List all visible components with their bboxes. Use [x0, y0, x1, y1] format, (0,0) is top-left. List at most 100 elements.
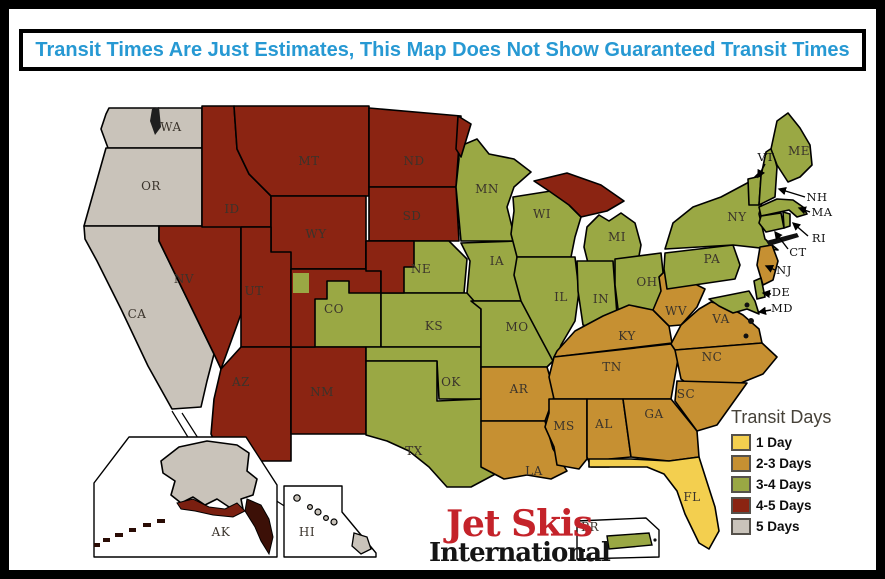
legend-swatch-3-4days [731, 476, 751, 493]
chesapeake-bay-dot [743, 333, 749, 339]
state-fl-shape [588, 456, 720, 550]
legend-label-1day: 1 Day [756, 435, 793, 450]
disclaimer-banner: Transit Times Are Just Estimates, This M… [19, 29, 866, 71]
legend-label-5days: 5 Days [756, 519, 800, 534]
state-shapes [83, 105, 813, 550]
state-label-ne: NE [411, 262, 431, 276]
de-leader-arrow [761, 289, 772, 299]
state-label-vt: VT [757, 150, 775, 164]
chesapeake-bay-dot [748, 318, 754, 324]
state-label-ct: CT [789, 245, 806, 259]
state-label-tn: TN [602, 360, 622, 374]
small-island-dot [581, 549, 585, 552]
state-labels: WA OR CA NV ID MT WY UT AZ CO NM ND SD N… [128, 120, 810, 539]
state-label-oh: OH [636, 275, 657, 289]
state-label-de: DE [772, 285, 791, 299]
state-label-fl: FL [683, 490, 700, 504]
state-label-ar: AR [509, 382, 529, 396]
state-label-id: ID [224, 202, 239, 216]
aleutian-islands [94, 519, 165, 547]
nebraska-west-red-region [365, 240, 415, 294]
legend-swatch-4-5days [731, 497, 751, 514]
state-nd-shape [368, 107, 462, 188]
state-ct-shape [758, 212, 785, 233]
state-label-ri: RI [812, 231, 826, 245]
transit-days-legend: Transit Days 1 Day 2-3 Days 3-4 Days 4-5… [731, 407, 876, 539]
state-label-sd: SD [403, 209, 422, 223]
northeast-callout-labels: VT NH MA RI CT NJ DE MD [757, 150, 833, 315]
state-label-hi: HI [299, 525, 315, 539]
legend-row-5days: 5 Days [731, 518, 876, 535]
state-mn-shape [455, 138, 532, 242]
state-md-shape [708, 290, 760, 315]
disclaimer-text: Transit Times Are Just Estimates, This M… [35, 38, 850, 61]
state-label-in: IN [593, 292, 609, 306]
state-label-az: AZ [231, 375, 250, 389]
state-label-ms: MS [553, 419, 575, 433]
state-label-ak: AK [211, 525, 231, 539]
legend-label-3-4days: 3-4 Days [756, 477, 812, 492]
state-nh-shape [758, 147, 778, 206]
state-label-sc: SC [677, 387, 695, 401]
state-label-wi: WI [533, 207, 551, 221]
state-label-ky: KY [618, 329, 636, 343]
michigan-upper-peninsula-shape [533, 172, 625, 218]
state-label-nh: NH [806, 190, 827, 204]
legend-row-1day: 1 Day [731, 434, 876, 451]
legend-swatch-2-3days [731, 455, 751, 472]
state-label-nj: NJ [776, 263, 792, 277]
state-label-ok: OK [441, 375, 461, 389]
state-label-md: MD [771, 301, 793, 315]
puerto-rico-island-shape [606, 532, 653, 550]
state-label-nc: NC [702, 350, 723, 364]
state-ri-shape [782, 211, 791, 229]
ma-leader-arrow [797, 206, 811, 215]
legend-row-2-3days: 2-3 Days [731, 455, 876, 472]
state-label-or: OR [141, 179, 161, 193]
state-ak-shape [160, 440, 258, 510]
legend-row-4-5days: 4-5 Days [731, 497, 876, 514]
legend-row-3-4days: 3-4 Days [731, 476, 876, 493]
state-label-la: LA [525, 464, 543, 478]
state-label-nd: ND [403, 154, 424, 168]
state-label-mo: MO [505, 320, 528, 334]
legend-title: Transit Days [731, 407, 832, 427]
state-label-va: VA [711, 312, 730, 326]
puerto-rico-inset [576, 517, 660, 560]
state-label-ny: NY [727, 210, 747, 224]
state-label-mt: MT [298, 154, 319, 168]
nj-leader-arrow [764, 265, 776, 273]
state-label-pa: PA [704, 252, 721, 266]
legend-swatch-1day [731, 434, 751, 451]
us-transit-map: WA OR CA NV ID MT WY UT AZ CO NM ND SD N… [83, 105, 833, 560]
vt-leader-arrow [757, 163, 766, 179]
small-island-dot [653, 538, 657, 542]
state-label-wa: WA [160, 120, 181, 134]
state-label-co: CO [324, 302, 344, 316]
state-me-shape [770, 112, 813, 183]
ct-leader-arrow [774, 230, 789, 250]
state-label-ut: UT [244, 284, 263, 298]
state-sc-shape [674, 380, 748, 432]
state-label-al: AL [594, 417, 613, 431]
state-sd-shape [368, 186, 460, 242]
state-label-nv: NV [174, 272, 194, 286]
state-label-ca: CA [128, 307, 147, 321]
state-label-ks: KS [425, 319, 443, 333]
legend-label-2-3days: 2-3 Days [756, 456, 812, 471]
alaska-inset [93, 436, 278, 558]
legend-label-4-5days: 4-5 Days [756, 498, 812, 513]
logo-line1: Jet Skis [446, 503, 593, 545]
hawaii-inset [283, 485, 377, 558]
state-label-ga: GA [644, 407, 663, 421]
state-label-ia: IA [490, 254, 504, 268]
state-label-pr: PR [581, 520, 600, 534]
minnesota-nw-red-sliver [455, 115, 472, 158]
state-pa-shape [663, 244, 741, 290]
puget-sound-water [150, 107, 161, 135]
state-label-nm: NM [310, 385, 334, 399]
chesapeake-bay-dot [744, 302, 750, 308]
jet-skis-international-logo: Jet Skis International [429, 503, 611, 566]
state-label-mi: MI [608, 230, 626, 244]
